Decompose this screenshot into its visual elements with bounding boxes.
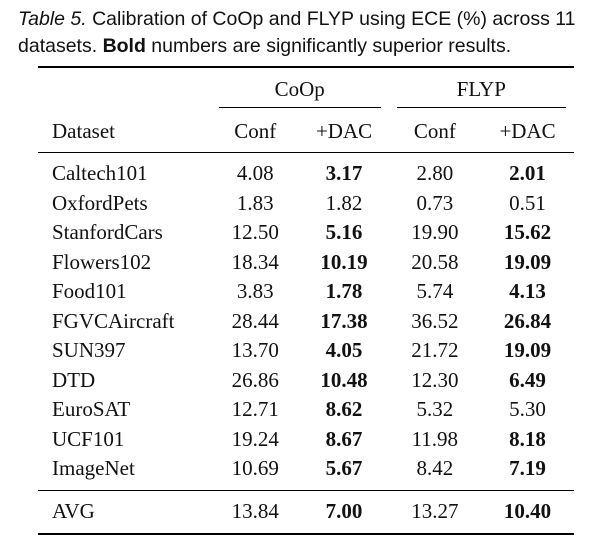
coop-dac-cell: 1.82 [325,190,363,215]
coop-conf-cell: 1.83 [236,190,274,215]
avg-rule [38,489,574,491]
coop-conf-cell: 26.86 [231,367,279,392]
flyp-dac-cell: 6.49 [509,367,546,392]
dataset-name-cell: Food101 [52,279,127,304]
column-header-coop-conf: Conf [234,118,277,143]
table-row: ImageNet 10.69 5.67 8.42 7.19 [38,454,574,484]
coop-conf-cell: 4.08 [236,161,274,186]
table-row: Food101 3.83 1.78 5.74 4.13 [38,277,574,307]
dataset-name-cell: FGVCAircraft [52,308,175,333]
flyp-conf-cell: 0.73 [416,190,454,215]
dataset-name-cell: ImageNet [52,456,135,481]
coop-dac-cell: 10.19 [320,249,368,274]
coop-dac-cell: 5.67 [325,456,363,481]
flyp-dac-cell: 15.62 [503,220,552,245]
group-header-flyp: FLYP [389,68,574,110]
group-header-coop: CoOp [211,68,389,110]
table-row: FGVCAircraft 28.44 17.38 36.52 26.84 [38,307,574,337]
coop-conf-cell: 13.70 [231,338,279,363]
flyp-conf-cell: 36.52 [411,308,459,333]
coop-dac-cell: 8.62 [325,397,363,422]
flyp-dac-cell: 19.09 [503,338,552,363]
avg-flyp-dac: 10.40 [503,499,552,523]
coop-dac-cell: 3.17 [325,161,363,186]
flyp-conf-cell: 12.30 [411,367,459,392]
flyp-dac-cell: 8.18 [509,426,546,451]
flyp-conf-cell: 19.90 [411,220,459,245]
coop-conf-cell: 19.24 [231,426,279,451]
coop-conf-cell: 12.71 [231,397,279,422]
caption-bold-word: Bold [102,35,146,57]
table-row: Flowers102 18.34 10.19 20.58 19.09 [38,248,574,278]
coop-dac-cell: 1.78 [325,279,363,304]
flyp-conf-cell: 2.80 [416,161,454,186]
dataset-name-cell: Flowers102 [52,249,152,274]
dataset-name-cell: UCF101 [52,426,125,451]
flyp-conf-cell: 5.32 [416,397,454,422]
dataset-name-cell: EuroSAT [52,397,131,422]
group-header-row: CoOp FLYP [38,68,574,110]
avg-label: AVG [52,499,95,523]
avg-flyp-conf: 13.27 [411,499,459,523]
column-header-flyp-dac: +DAC [499,118,556,143]
table-row: DTD 26.86 10.48 12.30 6.49 [38,366,574,396]
flyp-dac-cell: 26.84 [503,308,552,333]
table-row: Caltech101 4.08 3.17 2.80 2.01 [38,159,574,189]
flyp-dac-cell: 19.09 [503,249,552,274]
table-row: UCF101 19.24 8.67 11.98 8.18 [38,425,574,455]
coop-dac-cell: 17.38 [320,308,368,333]
bottom-rule [38,532,574,536]
table-row: OxfordPets 1.83 1.82 0.73 0.51 [38,189,574,219]
coop-conf-cell: 18.34 [231,249,279,274]
column-header-dataset: Dataset [52,118,115,143]
coop-dac-cell: 8.67 [325,426,363,451]
coop-dac-cell: 10.48 [320,367,368,392]
dataset-name-cell: SUN397 [52,338,126,363]
table-row: SUN397 13.70 4.05 21.72 19.09 [38,336,574,366]
dataset-name-cell: DTD [52,367,96,392]
caption-label: Table 5. [18,8,87,30]
dataset-name-cell: OxfordPets [52,190,148,215]
avg-coop-conf: 13.84 [231,499,279,523]
column-header-coop-dac: +DAC [315,118,373,143]
flyp-conf-cell: 8.42 [416,456,454,481]
column-header-row: Dataset Conf +DAC Conf +DAC [38,110,574,153]
flyp-dac-cell: 0.51 [509,190,546,215]
caption-text-2: numbers are significantly superior resul… [145,35,512,57]
flyp-dac-cell: 7.19 [509,456,546,481]
coop-conf-cell: 10.69 [231,456,279,481]
dataset-name-cell: Caltech101 [52,161,148,186]
coop-conf-cell: 3.83 [236,279,274,304]
flyp-conf-cell: 20.58 [411,249,459,274]
column-header-flyp-conf: Conf [413,118,456,143]
coop-conf-cell: 28.44 [231,308,279,333]
header-rule [38,152,574,153]
avg-row: AVG 13.84 7.00 13.27 10.40 [38,491,574,534]
calibration-table: CoOp FLYP Dataset Conf +DAC Conf +DAC Ca… [38,66,574,536]
flyp-conf-cell: 5.74 [416,279,454,304]
table-body: Caltech101 4.08 3.17 2.80 2.01 OxfordPets 1.83… [38,159,574,484]
flyp-conf-cell: 11.98 [411,426,459,451]
table-row: EuroSAT 12.71 8.62 5.32 5.30 [38,395,574,425]
table-row: StanfordCars 12.50 5.16 19.90 15.62 [38,218,574,248]
flyp-dac-cell: 4.13 [509,279,546,304]
flyp-dac-cell: 5.30 [509,397,546,422]
coop-dac-cell: 5.16 [325,220,363,245]
dataset-name-cell: StanfordCars [52,220,163,245]
avg-coop-dac: 7.00 [325,499,363,523]
table-caption: Table 5. Calibration of CoOp and FLYP us… [18,6,598,60]
coop-conf-cell: 12.50 [231,220,279,245]
flyp-dac-cell: 2.01 [509,161,546,186]
caption-text-1: Calibration of CoOp and FLYP using ECE (… [18,8,576,57]
flyp-conf-cell: 21.72 [411,338,459,363]
coop-dac-cell: 4.05 [325,338,363,363]
